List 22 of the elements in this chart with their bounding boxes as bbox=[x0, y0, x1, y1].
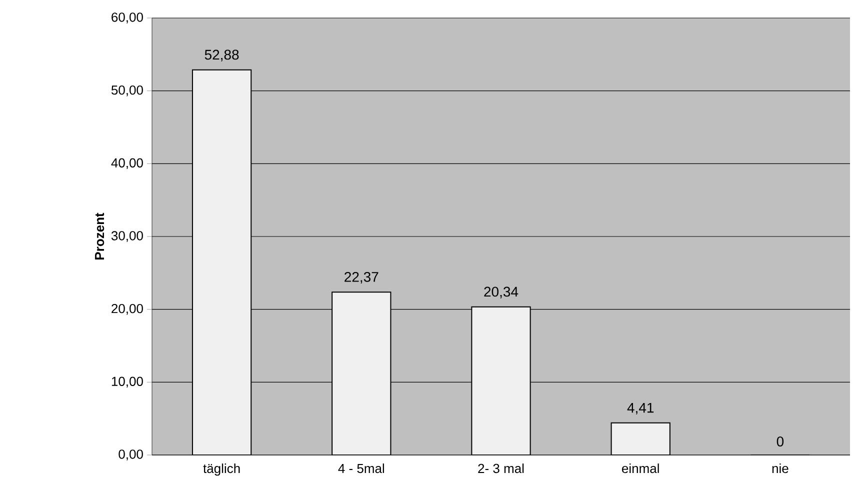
y-tick-label: 50,00 bbox=[111, 85, 143, 96]
y-tick-label: 40,00 bbox=[111, 158, 143, 170]
y-tick-label: 0,00 bbox=[118, 450, 143, 460]
x-tick-label: 2- 3 mal bbox=[478, 464, 524, 474]
x-tick-label: 4 - 5mal bbox=[338, 464, 384, 474]
y-tick-label: 20,00 bbox=[112, 304, 143, 315]
data-label: 22,37 bbox=[344, 272, 378, 284]
y-tick-label: 60,00 bbox=[112, 12, 143, 24]
x-tick-label: nie bbox=[772, 464, 788, 474]
data-label: 0 bbox=[776, 436, 784, 446]
x-tick-label: täglich bbox=[203, 464, 240, 476]
x-tick-label: einmal bbox=[622, 464, 659, 474]
data-label: 4,41 bbox=[627, 402, 654, 414]
y-tick-label: 10,00 bbox=[112, 376, 143, 388]
y-tick-label: 30,00 bbox=[111, 231, 143, 242]
data-label: 52,88 bbox=[204, 50, 239, 62]
bar bbox=[610, 422, 670, 455]
bar bbox=[332, 292, 392, 455]
data-label: 20,34 bbox=[484, 286, 518, 298]
bar bbox=[471, 306, 531, 455]
y-axis-title: Prozent bbox=[95, 212, 104, 260]
bar bbox=[192, 69, 252, 455]
